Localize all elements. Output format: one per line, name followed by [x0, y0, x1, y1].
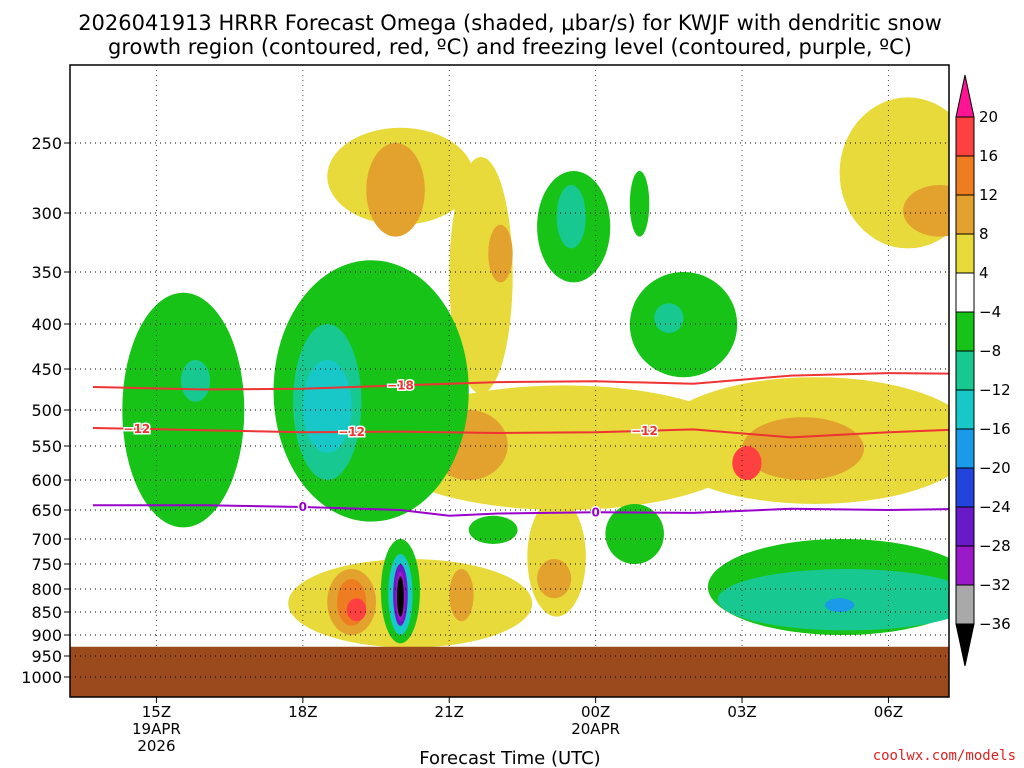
colorbar-segment-9: [955, 428, 975, 469]
colorbar-label-9: −16: [979, 420, 1011, 438]
omega-region-28: [605, 504, 664, 564]
y-tick-label-850: 850: [31, 603, 62, 622]
y-tick-label-750: 750: [31, 555, 62, 574]
omega-shading-layer: [122, 97, 949, 648]
colorbar-segment-above-20: [955, 74, 975, 118]
colorbar-label-1: 20: [979, 108, 998, 126]
credit-text: coolwx.com/models: [873, 748, 1016, 764]
y-tick-label-700: 700: [31, 530, 62, 549]
omega-region-27: [654, 303, 684, 333]
colorbar-segment-below-36: [955, 623, 975, 667]
contour-dendritic-upper: [92, 372, 949, 391]
y-tick-label-500: 500: [31, 401, 62, 420]
y-tick-label-250: 250: [31, 134, 62, 153]
colorbar-segment-11: [955, 506, 975, 547]
x-tick-label-2: 18Z: [288, 703, 317, 721]
colorbar-label-6: −4: [979, 303, 1001, 321]
y-tick-label-550: 550: [31, 437, 62, 456]
y-tick-label-800: 800: [31, 580, 62, 599]
contour-label-dendritic-upper-1: −18: [387, 378, 414, 392]
colorbar-segment-2: [955, 155, 975, 196]
omega-region-20: [180, 360, 211, 402]
omega-region-25: [556, 185, 586, 249]
colorbar-segment-3: [955, 194, 975, 235]
omega-region-29: [468, 515, 518, 545]
y-tick-label-350: 350: [31, 263, 62, 282]
colorbar-label-12: −28: [979, 537, 1011, 555]
x-tick-date-1: 19APR: [132, 720, 181, 738]
colorbar-label-8: −12: [979, 381, 1011, 399]
omega-region-32: [825, 598, 855, 612]
y-tick-label-450: 450: [31, 360, 62, 379]
contour-label-dendritic-lower-2: −12: [338, 425, 365, 439]
x-tick-label-3: 21Z: [435, 703, 464, 721]
colorbar-label-5: 4: [979, 264, 989, 282]
x-tick-label-5: 03Z: [727, 703, 756, 721]
colorbar-label-3: 12: [979, 186, 998, 204]
x-tick-year-1: 2026: [137, 737, 175, 755]
omega-region-13: [537, 559, 572, 599]
x-tick-date-4: 20APR: [571, 720, 620, 738]
colorbar-segment-8: [955, 389, 975, 430]
colorbar-label-7: −8: [979, 342, 1001, 360]
chart-title-line-1: 2026041913 HRRR Forecast Omega (shaded, …: [78, 11, 942, 35]
contour-label-dendritic-lower-1: −12: [124, 422, 151, 436]
omega-region-19: [122, 292, 245, 528]
x-tick-label-1: 15Z: [142, 703, 171, 721]
omega-region-5: [449, 569, 474, 622]
colorbar-segment-6: [955, 311, 975, 352]
below-ground-fill: [70, 646, 949, 697]
y-axis: 250 300 350 400 450 500 550 600 650 700 750 800 850 9…: [21, 134, 70, 687]
colorbar-segment-13: [955, 584, 975, 625]
omega-region-26: [629, 272, 738, 378]
omega-region-16: [732, 446, 762, 480]
contour-label-freezing-level-2: 0: [591, 505, 599, 519]
colorbar-segment-5: [955, 272, 975, 313]
plot-frame: [69, 64, 950, 698]
colorbar: 20 16 12 8 4 −4 −8 −12 −16 −20 −24 −28 −32 −36: [955, 74, 1011, 667]
colorbar-label-14: −36: [979, 615, 1011, 633]
contour-label-freezing-level-1: 0: [299, 500, 307, 514]
chart-title-line-2: growth region (contoured, red, ºC) and f…: [108, 35, 912, 59]
colorbar-segment-4: [955, 233, 975, 274]
omega-region-4: [346, 598, 367, 622]
colorbar-label-11: −24: [979, 498, 1011, 516]
omega-region-18: [903, 185, 949, 237]
colorbar-segment-7: [955, 350, 975, 391]
colorbar-segment-12: [955, 545, 975, 586]
y-tick-label-650: 650: [31, 501, 62, 520]
contour-layer: −18 −12 −12 −12 0 0: [92, 372, 949, 521]
y-tick-label-950: 950: [31, 647, 62, 666]
x-tick-label-4: 00Z: [581, 703, 610, 721]
y-tick-label-900: 900: [31, 626, 62, 645]
y-tick-label-600: 600: [31, 471, 62, 490]
contour-freezing-level: [93, 504, 949, 517]
x-axis-label: Forecast Time (UTC): [419, 748, 600, 768]
omega-region-23: [302, 360, 352, 453]
omega-region-15: [742, 417, 865, 480]
omega-region-9: [488, 224, 513, 283]
y-tick-label-400: 400: [31, 315, 62, 334]
omega-region-7: [366, 143, 425, 237]
omega-region-33: [629, 171, 650, 237]
colorbar-segment-10: [955, 467, 975, 508]
colorbar-label-13: −32: [979, 576, 1011, 594]
colorbar-label-10: −20: [979, 459, 1011, 477]
omega-region-39: [397, 576, 404, 617]
y-tick-label-300: 300: [31, 204, 62, 223]
contour-dendritic-lower: [92, 427, 949, 439]
contour-label-dendritic-lower-3: −12: [631, 424, 658, 438]
colorbar-label-2: 16: [979, 147, 998, 165]
plot-area: −18 −12 −12 −12 0 0: [70, 65, 949, 697]
colorbar-segment-1: [955, 116, 975, 157]
colorbar-label-4: 8: [979, 225, 989, 243]
y-tick-label-1000: 1000: [21, 668, 62, 687]
omega-region-8: [449, 156, 513, 394]
omega-region-12: [527, 498, 586, 617]
x-tick-label-6: 06Z: [874, 703, 903, 721]
